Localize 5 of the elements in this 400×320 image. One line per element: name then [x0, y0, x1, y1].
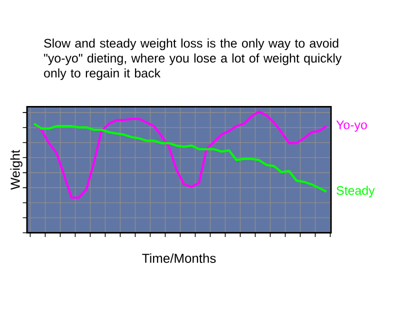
series-label: Steady	[336, 186, 375, 198]
chart-title: Slow and steady weight loss is the only way to avoid "yo-yo" dieting, where you lose a lot of weight quickly only to regain it back	[44, 38, 342, 80]
y-axis-title: Weight	[10, 150, 22, 190]
series-label: Yo-yo	[336, 120, 367, 132]
x-axis-title: Time/Months	[142, 253, 216, 263]
